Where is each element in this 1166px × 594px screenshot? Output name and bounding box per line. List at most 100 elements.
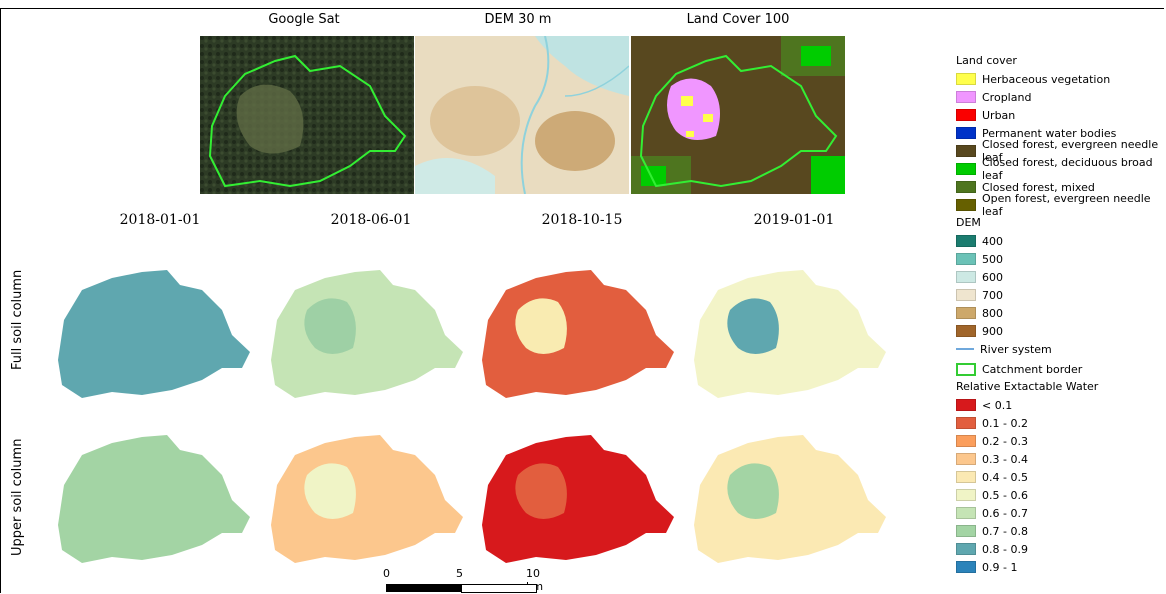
landcover-legend-swatch (956, 145, 976, 157)
dem-legend-swatch (956, 235, 976, 247)
dem-legend-label: 800 (982, 306, 1003, 320)
date-label-2: 2018-06-01 (330, 212, 412, 228)
landcover-legend-item: Closed forest, evergreen needle leaf (956, 138, 1166, 164)
rew-legend-swatch (956, 435, 976, 447)
landcover-legend-label: Closed forest, deciduous broad leaf (982, 156, 1153, 182)
dem-legend-item: 500 (956, 250, 1166, 268)
landcover-panel (631, 36, 845, 194)
rew-legend-swatch (956, 507, 976, 519)
dem-legend-swatch (956, 253, 976, 265)
legend-dem-title: DEM (956, 216, 981, 229)
landcover-legend-label: Herbaceous vegetation (982, 72, 1111, 86)
google-sat-panel (200, 36, 414, 194)
dem-legend-label: 700 (982, 288, 1003, 302)
landcover-legend-item: Cropland (956, 88, 1166, 106)
rew-legend-label: 0.7 - 0.8 (982, 524, 1028, 538)
legend: Land cover Herbaceous vegetation Cropland… (956, 52, 1166, 576)
rew-legend-label: 0.9 - 1 (982, 560, 1018, 574)
scale-tick-5: 5 (456, 567, 463, 580)
rew-legend-item: 0.3 - 0.4 (956, 450, 1166, 468)
dem-legend-item: 800 (956, 304, 1166, 322)
dem-legend-item: 600 (956, 268, 1166, 286)
landcover-legend-item: Open forest, evergreen needle leaf (956, 192, 1166, 218)
dem-title: DEM 30 m (484, 12, 552, 27)
rew-legend-item: 0.4 - 0.5 (956, 468, 1166, 486)
rew-legend-swatch (956, 561, 976, 573)
rew-map-upper-3 (476, 405, 681, 569)
dem-legend-item: 700 (956, 286, 1166, 304)
scale-tick-0: 0 (383, 567, 390, 580)
rew-legend-swatch (956, 471, 976, 483)
rew-legend-item: 0.5 - 0.6 (956, 486, 1166, 504)
rew-legend-label: 0.2 - 0.3 (982, 434, 1028, 448)
rew-legend-swatch (956, 417, 976, 429)
rew-legend-item: 0.2 - 0.3 (956, 432, 1166, 450)
landcover-legend-swatch (956, 109, 976, 121)
dem-panel (415, 36, 629, 194)
rew-legend-item: 0.9 - 1 (956, 558, 1166, 576)
rew-legend-swatch (956, 453, 976, 465)
rew-legend-swatch (956, 543, 976, 555)
rew-map-upper-1 (52, 405, 257, 569)
dem-legend-swatch (956, 289, 976, 301)
landcover-legend-item: Herbaceous vegetation (956, 70, 1166, 88)
rew-legend-swatch (956, 525, 976, 537)
dem-legend-label: 900 (982, 324, 1003, 338)
dem-legend-swatch (956, 271, 976, 283)
landcover-legend-label: Closed forest, mixed (982, 180, 1095, 194)
landcover-legend-label: Permanent water bodies (982, 126, 1117, 140)
landcover-legend-swatch (956, 91, 976, 103)
rew-legend-label: 0.6 - 0.7 (982, 506, 1028, 520)
rew-legend-item: < 0.1 (956, 396, 1166, 414)
landcover-legend-item: Closed forest, deciduous broad leaf (956, 156, 1166, 182)
rew-legend-swatch (956, 489, 976, 501)
landcover-title: Land Cover 100 (686, 12, 790, 27)
landcover-legend-swatch (956, 163, 976, 175)
row-label-full: Full soil column (10, 269, 25, 370)
landcover-legend-swatch (956, 127, 976, 139)
rew-legend-label: 0.8 - 0.9 (982, 542, 1028, 556)
rew-legend-label: 0.1 - 0.2 (982, 416, 1028, 430)
dem-legend-item: 400 (956, 232, 1166, 250)
rew-legend-label: 0.5 - 0.6 (982, 488, 1028, 502)
scale-bar-white (461, 584, 537, 593)
rew-legend-item: 0.1 - 0.2 (956, 414, 1166, 432)
dem-legend-label: 400 (982, 234, 1003, 248)
date-label-4: 2019-01-01 (753, 212, 835, 228)
rew-legend-item: 0.8 - 0.9 (956, 540, 1166, 558)
dem-legend-swatch (956, 325, 976, 337)
date-label-3: 2018-10-15 (541, 212, 623, 228)
rew-map-full-1 (52, 240, 257, 404)
legend-catchment-item: Catchment border (956, 360, 1166, 378)
google-sat-title: Google Sat (268, 12, 340, 27)
rew-map-full-3 (476, 240, 681, 404)
landcover-legend-item: Closed forest, mixed (956, 178, 1166, 196)
legend-river-label: River system (980, 342, 1052, 356)
legend-landcover-title: Land cover (956, 54, 1017, 67)
rew-legend-item: 0.7 - 0.8 (956, 522, 1166, 540)
dem-legend-label: 500 (982, 252, 1003, 266)
row-label-upper: Upper soil column (10, 438, 25, 556)
river-line-swatch (956, 348, 974, 350)
dem-legend-swatch (956, 307, 976, 319)
rew-map-upper-2 (265, 405, 470, 569)
date-label-1: 2018-01-01 (119, 212, 201, 228)
map-frame (0, 8, 1164, 593)
landcover-legend-label: Open forest, evergreen needle leaf (982, 192, 1151, 218)
landcover-legend-label: Urban (982, 108, 1016, 122)
landcover-legend-label: Cropland (982, 90, 1032, 104)
rew-legend-item: 0.6 - 0.7 (956, 504, 1166, 522)
dem-legend-item: 900 (956, 322, 1166, 340)
legend-catchment-label: Catchment border (982, 362, 1083, 376)
rew-legend-swatch (956, 399, 976, 411)
rew-legend-label: 0.4 - 0.5 (982, 470, 1028, 484)
landcover-legend-swatch (956, 199, 976, 211)
legend-river-item: River system (956, 340, 1166, 358)
landcover-legend-item: Urban (956, 106, 1166, 124)
dem-legend-label: 600 (982, 270, 1003, 284)
rew-legend-label: 0.3 - 0.4 (982, 452, 1028, 466)
rew-map-full-4 (688, 240, 893, 404)
rew-map-full-2 (265, 240, 470, 404)
landcover-legend-swatch (956, 181, 976, 193)
landcover-legend-label: Closed forest, evergreen needle leaf (982, 138, 1159, 164)
